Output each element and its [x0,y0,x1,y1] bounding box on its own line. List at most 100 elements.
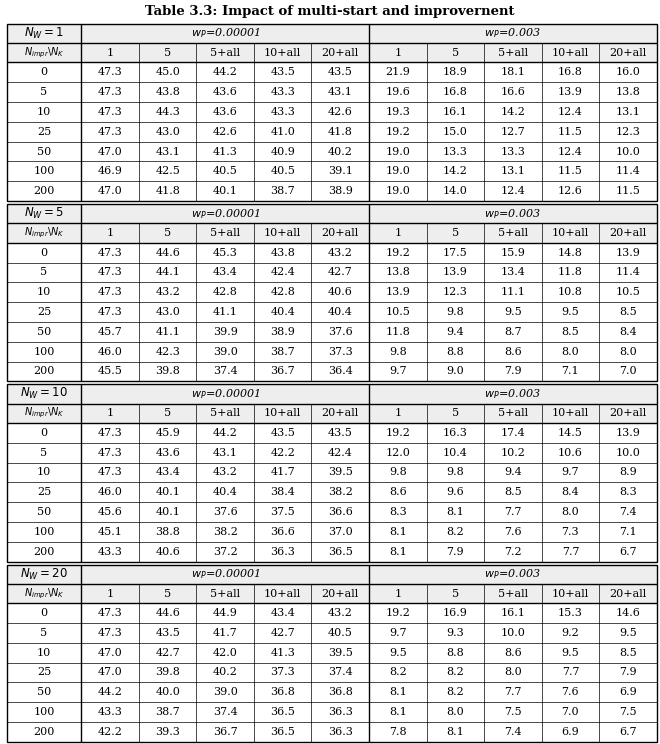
Text: 38.4: 38.4 [271,487,295,497]
Text: 40.6: 40.6 [155,547,180,557]
Text: 36.4: 36.4 [328,366,352,376]
Text: 8.3: 8.3 [389,507,407,517]
Text: 44.1: 44.1 [155,267,180,278]
Text: 38.7: 38.7 [155,707,180,717]
Text: 8.0: 8.0 [562,507,579,517]
Text: 43.3: 43.3 [98,547,123,557]
Text: 8.0: 8.0 [446,707,464,717]
Text: 42.8: 42.8 [271,287,295,297]
Text: 44.3: 44.3 [155,107,180,117]
Text: 1: 1 [394,589,401,598]
Text: 5: 5 [451,48,459,58]
Text: 9.8: 9.8 [389,347,407,356]
Text: 8.6: 8.6 [504,648,522,658]
Text: 40.5: 40.5 [328,628,352,638]
Text: 16.1: 16.1 [500,608,525,618]
Text: 5+all: 5+all [210,228,240,238]
Text: 47.3: 47.3 [98,448,123,458]
Bar [7,223,657,243]
Text: 5+all: 5+all [210,48,240,58]
Text: 11.1: 11.1 [500,287,525,297]
Bar [7,565,657,742]
Text: 9.2: 9.2 [562,628,579,638]
Text: 7.2: 7.2 [504,547,521,557]
Text: 20+all: 20+all [321,589,359,598]
Text: 47.3: 47.3 [98,428,123,438]
Text: 45.5: 45.5 [98,366,123,376]
Text: 15.9: 15.9 [500,248,525,257]
Text: 9.7: 9.7 [562,467,579,478]
Text: 8.1: 8.1 [446,507,464,517]
Text: 8.8: 8.8 [446,648,464,658]
Text: 39.1: 39.1 [328,167,352,176]
Text: 7.7: 7.7 [504,687,521,697]
Text: 9.7: 9.7 [389,628,407,638]
Text: 7.7: 7.7 [504,507,521,517]
Text: 13.1: 13.1 [616,107,640,117]
Text: 42.0: 42.0 [213,648,238,658]
Text: 8.5: 8.5 [562,327,579,337]
Text: 41.3: 41.3 [271,648,295,658]
Text: 9.8: 9.8 [389,467,407,478]
Text: 5: 5 [40,448,48,458]
Text: 39.3: 39.3 [155,727,180,737]
Text: 43.4: 43.4 [213,267,238,278]
Text: 42.7: 42.7 [155,648,180,658]
Text: 40.4: 40.4 [213,487,238,497]
Text: 7.4: 7.4 [619,507,637,517]
Text: 43.8: 43.8 [155,87,180,97]
Text: 43.5: 43.5 [328,428,352,438]
Text: 41.8: 41.8 [328,126,352,137]
Text: 8.2: 8.2 [389,667,407,678]
Text: 5: 5 [451,228,459,238]
Text: 5: 5 [164,228,171,238]
Text: 7.0: 7.0 [619,366,637,376]
Text: 8.4: 8.4 [562,487,579,497]
Text: 10+all: 10+all [264,408,302,418]
Text: 42.6: 42.6 [213,126,238,137]
Text: 43.2: 43.2 [213,467,238,478]
Text: 44.6: 44.6 [155,608,180,618]
Text: 10+all: 10+all [552,589,589,598]
Text: 45.7: 45.7 [98,327,123,337]
Text: 38.7: 38.7 [271,347,295,356]
Text: 37.5: 37.5 [271,507,295,517]
Text: 5: 5 [451,589,459,598]
Text: 43.3: 43.3 [271,107,295,117]
Text: 100: 100 [33,527,55,537]
Text: 5: 5 [164,408,171,418]
Text: 20+all: 20+all [321,408,359,418]
Bar [7,204,657,223]
Text: 42.4: 42.4 [271,267,295,278]
Text: 43.3: 43.3 [271,87,295,97]
Text: 10: 10 [37,648,51,658]
Text: 8.5: 8.5 [619,648,637,658]
Text: 7.7: 7.7 [562,547,579,557]
Text: 44.9: 44.9 [213,608,238,618]
Text: 5: 5 [40,628,48,638]
Text: 19.0: 19.0 [385,147,411,156]
Text: 9.8: 9.8 [446,307,464,317]
Text: 5+all: 5+all [210,408,240,418]
Text: 43.2: 43.2 [155,287,180,297]
Text: 40.4: 40.4 [328,307,352,317]
Text: 50: 50 [37,327,51,337]
Text: 19.0: 19.0 [385,186,411,196]
Text: 37.3: 37.3 [328,347,352,356]
Text: 37.4: 37.4 [213,366,238,376]
Text: 47.0: 47.0 [98,648,123,658]
Text: 16.1: 16.1 [443,107,468,117]
Text: 43.6: 43.6 [213,87,238,97]
Text: $w_P$=0.00001: $w_P$=0.00001 [191,567,260,581]
Text: 12.3: 12.3 [616,126,640,137]
Text: 16.6: 16.6 [500,87,525,97]
Text: 43.1: 43.1 [328,87,352,97]
Text: $w_P$=0.00001: $w_P$=0.00001 [191,27,260,40]
Text: 10.4: 10.4 [443,448,468,458]
Text: 1: 1 [394,48,401,58]
Text: 44.2: 44.2 [213,68,238,77]
Text: 43.5: 43.5 [271,68,295,77]
Text: 47.3: 47.3 [98,248,123,257]
Text: 10.5: 10.5 [385,307,411,317]
Text: 7.9: 7.9 [504,366,521,376]
